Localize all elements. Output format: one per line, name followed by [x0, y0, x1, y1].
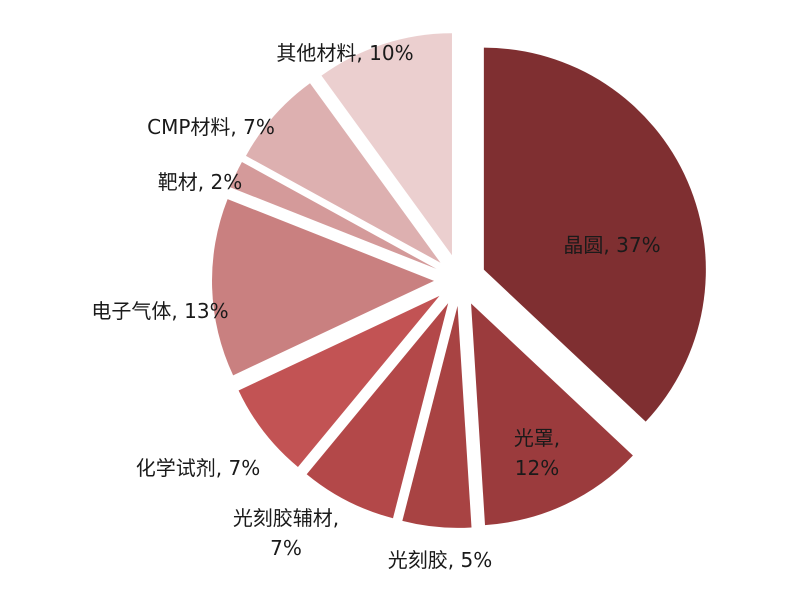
slice-label-6: 靶材, 2% [158, 170, 242, 194]
slice-label-7: CMP材料, 7% [147, 115, 275, 139]
pie-slice-1 [471, 303, 633, 526]
pie-slice-4 [238, 295, 440, 467]
slice-label-5: 电子气体, 13% [91, 299, 228, 323]
pie-slice-5 [212, 199, 435, 376]
pie-slice-3 [306, 303, 449, 519]
slice-label-4: 化学试剂, 7% [136, 456, 260, 480]
pie-slice-6 [230, 161, 437, 269]
slice-label-2: 光刻胶, 5% [388, 548, 492, 572]
slice-label-1: 光罩, 12% [514, 426, 560, 480]
pie-slice-7 [245, 83, 441, 263]
pie-slice-0 [483, 47, 706, 422]
slice-label-0: 晶圆, 37% [563, 233, 660, 257]
pie-slice-8 [321, 33, 452, 256]
slice-label-3: 光刻胶辅材, 7% [233, 506, 339, 560]
pie-slice-2 [402, 305, 472, 528]
slice-label-8: 其他材料, 10% [276, 41, 413, 65]
